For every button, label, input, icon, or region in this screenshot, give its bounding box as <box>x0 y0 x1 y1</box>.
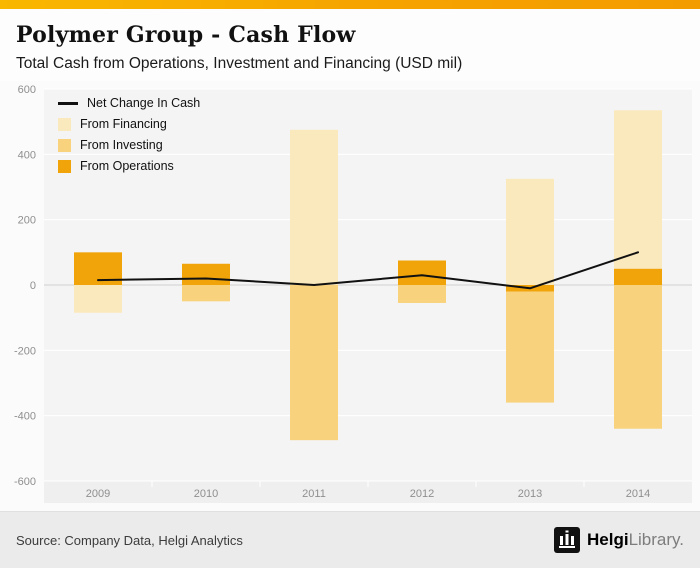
x-tick-label: 2011 <box>302 488 326 500</box>
bar-segment-from-investing-2010 <box>182 285 230 302</box>
bar-segment-from-investing-2011 <box>290 285 338 441</box>
net-change-line <box>97 251 639 290</box>
y-tick-label: -400 <box>14 411 36 423</box>
chart-area: 600 400 200 0 -200 -400 -600 2009 2010 2011 2012 20… <box>0 81 700 511</box>
legend-swatch <box>58 139 71 152</box>
legend-item-from-operations: From Operations <box>58 160 200 173</box>
legend-item-from-financing: From Financing <box>58 118 200 131</box>
brand-accent-bar <box>0 0 700 9</box>
logo-wordmark: HelgiLibrary. <box>587 530 684 550</box>
y-tick-label: 200 <box>18 215 36 227</box>
bar-segment-from-financing-2009 <box>74 285 122 313</box>
bar-segment-from-investing-2013 <box>506 291 554 403</box>
footer: Source: Company Data, Helgi Analytics He… <box>0 511 700 568</box>
bar-segment-from-investing-2012 <box>398 285 446 303</box>
helgi-logo-icon <box>554 527 580 553</box>
logo-word-helgi: Helgi <box>587 530 629 549</box>
chart-legend: Net Change In Cash From Financing From Inv… <box>58 97 200 181</box>
source-note: Source: Company Data, Helgi Analytics <box>16 532 243 548</box>
page-title: Polymer Group - Cash Flow <box>16 22 356 48</box>
y-tick-label: 400 <box>18 149 36 161</box>
y-tick-label: -200 <box>14 345 36 357</box>
bar-segment-from-operations-2010 <box>182 263 230 285</box>
x-tick-label: 2009 <box>86 488 110 500</box>
legend-label: From Operations <box>80 159 174 173</box>
x-tick-label: 2012 <box>410 488 434 500</box>
x-tick-label: 2014 <box>626 488 650 500</box>
page-subtitle: Total Cash from Operations, Investment a… <box>16 55 463 72</box>
y-tick-label: 600 <box>18 84 36 96</box>
legend-swatch <box>58 160 71 173</box>
legend-label: Net Change In Cash <box>87 96 201 110</box>
legend-label: From Investing <box>80 138 163 152</box>
bar-segment-from-investing-2014 <box>614 285 662 429</box>
legend-line-sample <box>58 102 78 105</box>
x-axis-band <box>44 481 692 503</box>
chart-header: Polymer Group - Cash Flow Total Cash fro… <box>0 9 700 81</box>
helgi-library-logo: HelgiLibrary. <box>554 527 684 553</box>
bar-segment-from-financing-2011 <box>290 129 338 285</box>
x-tick-label: 2010 <box>194 488 218 500</box>
bar-segment-from-financing-2014 <box>614 110 662 269</box>
legend-label: From Financing <box>80 117 167 131</box>
legend-item-from-investing: From Investing <box>58 139 200 152</box>
bar-segment-from-operations-2014 <box>614 268 662 285</box>
x-tick-label: 2013 <box>518 488 542 500</box>
y-tick-label: 0 <box>30 280 36 292</box>
bar-segment-from-financing-2013 <box>506 178 554 285</box>
bar-segment-from-operations-2012 <box>398 260 446 285</box>
legend-swatch <box>58 118 71 131</box>
logo-word-library: Library. <box>628 530 684 549</box>
legend-item-net-change-in-cash: Net Change In Cash <box>58 97 200 110</box>
y-tick-label: -600 <box>14 476 36 488</box>
cashflow-chart: 600 400 200 0 -200 -400 -600 2009 2010 2011 2012 20… <box>14 84 692 503</box>
